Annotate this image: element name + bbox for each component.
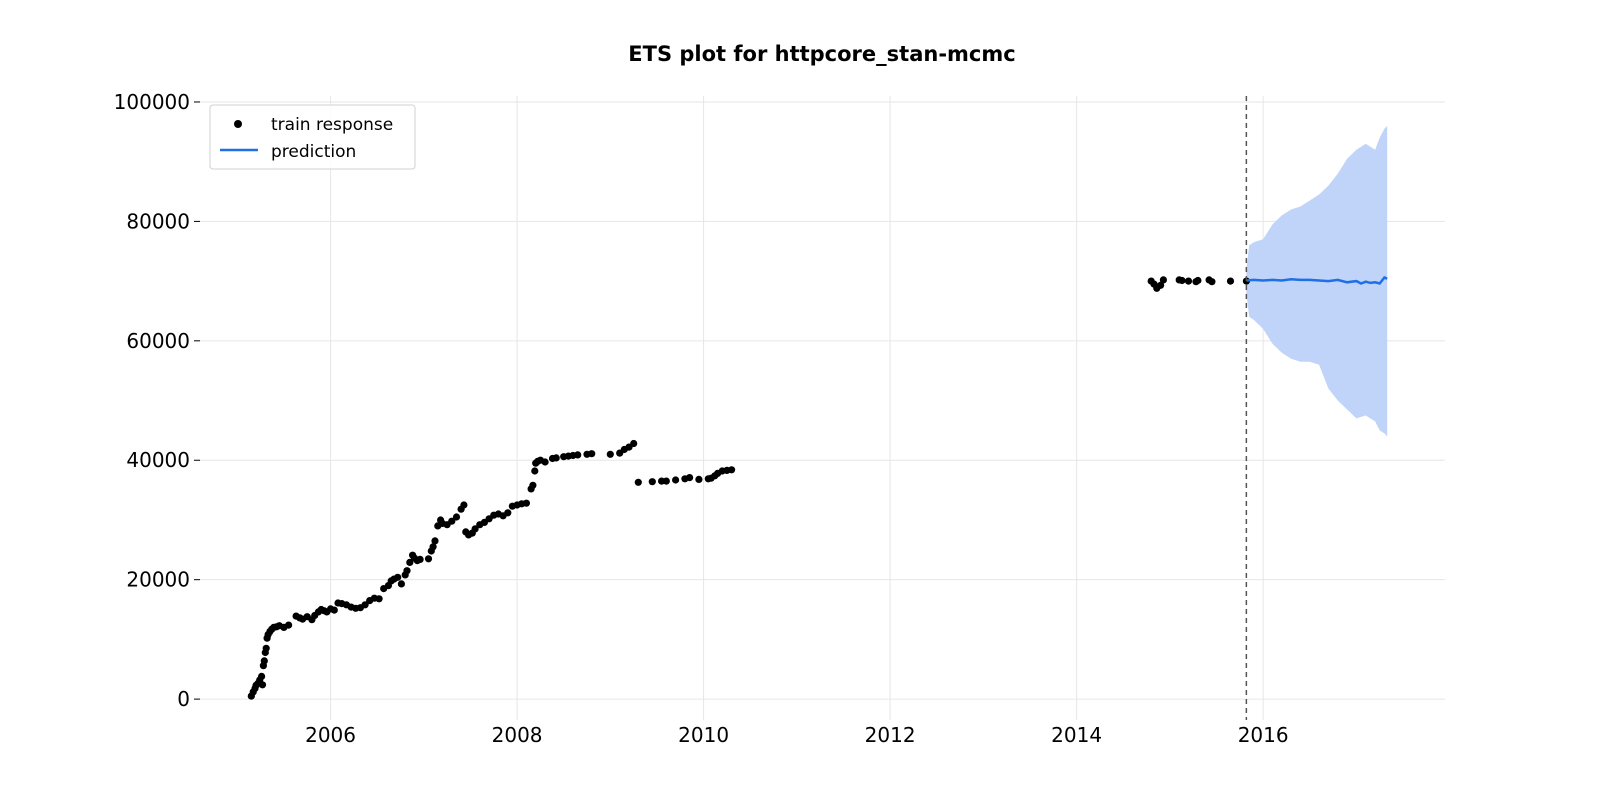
legend-train-marker — [234, 120, 242, 128]
train-response-point — [471, 525, 479, 533]
train-response-point — [541, 458, 549, 466]
train-response-point — [531, 467, 539, 475]
train-response-point — [504, 509, 512, 517]
train-response-point — [1159, 276, 1167, 284]
train-response-point — [416, 555, 424, 564]
train-response-point — [403, 567, 411, 575]
train-response-point — [1184, 277, 1193, 285]
train-response-point — [452, 513, 461, 521]
legend-box — [209, 104, 416, 170]
train-response-point — [606, 450, 614, 458]
train-response-point — [529, 481, 537, 489]
train-response-point — [1208, 278, 1216, 286]
train-response-point — [588, 450, 596, 458]
train-response-point — [424, 555, 433, 563]
train-response-point — [1226, 277, 1235, 285]
train-response-point — [285, 621, 293, 629]
y-tick-label: 100000 — [114, 90, 190, 114]
train-response-point — [574, 451, 582, 459]
train-response-point — [634, 478, 642, 486]
x-tick-label: 2010 — [678, 723, 729, 747]
legend-train-label: train response — [271, 115, 393, 135]
train-response-point — [448, 517, 456, 525]
train-response-point — [330, 606, 338, 614]
train-response-point — [630, 439, 638, 448]
x-tick-label: 2008 — [492, 723, 543, 747]
train-response-point — [672, 476, 680, 484]
train-response-point — [375, 595, 383, 603]
prediction-line — [1246, 275, 1388, 285]
train-response-point — [1178, 276, 1186, 285]
train-response-point — [260, 657, 268, 665]
y-tick-label: 80000 — [126, 209, 190, 233]
train-response-point — [361, 601, 369, 609]
train-response-point — [406, 558, 414, 567]
train-response-layer — [247, 276, 1250, 700]
train-response-point — [522, 499, 531, 507]
y-tick-label: 0 — [177, 687, 190, 711]
prediction-line-layer — [1246, 275, 1388, 285]
y-tick-label: 20000 — [126, 568, 190, 592]
y-tick-label: 60000 — [126, 329, 190, 353]
train-response-point — [1194, 276, 1202, 285]
train-response-point — [552, 454, 560, 462]
train-response-point — [394, 573, 402, 581]
train-response-point — [431, 537, 439, 545]
train-response-point — [686, 474, 694, 482]
legend: train response prediction — [209, 104, 416, 170]
train-response-point — [648, 478, 656, 486]
y-tick-label: 40000 — [126, 448, 190, 472]
y-axis: 0 20000 40000 60000 80000 100000 — [114, 90, 200, 711]
train-response-point — [695, 475, 703, 483]
train-response-point — [262, 644, 270, 652]
legend-prediction-label: prediction — [271, 142, 356, 162]
train-response-point — [429, 543, 437, 551]
train-response-point — [728, 466, 736, 474]
x-tick-label: 2016 — [1238, 723, 1289, 747]
chart-title: ETS plot for httpcore_stan-mcmc — [628, 42, 1015, 66]
x-tick-label: 2012 — [865, 723, 916, 747]
train-response-point — [397, 580, 405, 588]
train-response-point — [1157, 281, 1165, 289]
grid — [200, 96, 1445, 720]
train-response-point — [662, 477, 670, 485]
x-axis: 2006 2008 2010 2012 2014 2016 — [305, 723, 1288, 747]
train-response-point — [258, 672, 266, 681]
x-tick-label: 2014 — [1051, 723, 1102, 747]
x-tick-label: 2006 — [305, 723, 356, 747]
train-response-point — [460, 501, 468, 509]
train-response-point — [258, 681, 267, 689]
